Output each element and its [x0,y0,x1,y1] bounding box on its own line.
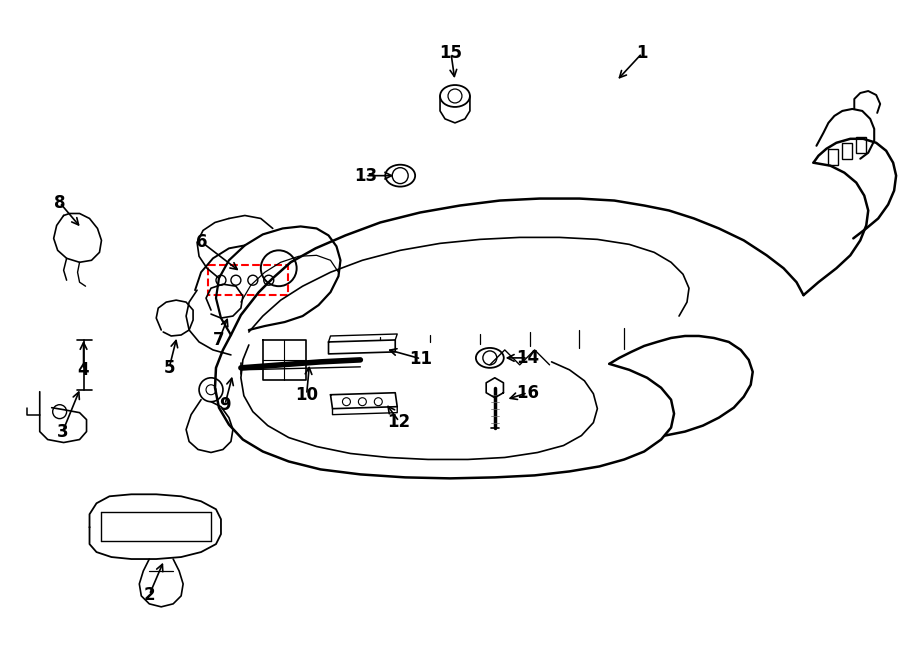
Text: 8: 8 [54,194,66,212]
Text: 11: 11 [410,350,433,368]
Text: 4: 4 [77,361,89,379]
Bar [856,137,866,153]
Bar [842,143,852,159]
Text: 5: 5 [164,359,175,377]
Text: 3: 3 [57,422,68,441]
Text: 10: 10 [295,386,318,404]
Text: 13: 13 [354,167,377,184]
Text: 2: 2 [143,586,155,604]
Text: 6: 6 [196,233,208,251]
Text: 1: 1 [636,44,648,62]
Bar [208,265,288,295]
Text: 12: 12 [388,412,410,430]
Bar [828,149,839,165]
Text: 14: 14 [516,349,539,367]
Text: 7: 7 [213,331,225,349]
Text: 16: 16 [517,384,539,402]
Text: 15: 15 [439,44,463,62]
Text: 9: 9 [219,396,230,414]
